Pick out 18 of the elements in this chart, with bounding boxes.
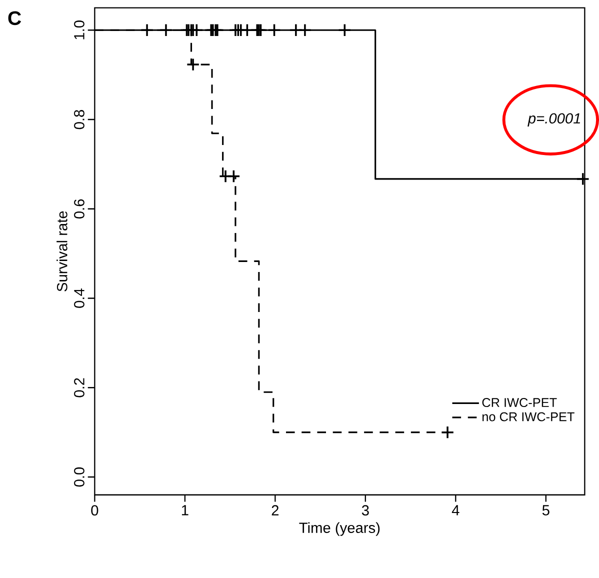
x-tick-label: 0	[91, 505, 98, 516]
x-tick-label: 5	[542, 505, 550, 516]
text: C	[8, 11, 22, 26]
x-tick-label: 2	[272, 505, 279, 516]
x-tick-label: 4	[452, 505, 460, 516]
legend-label: no CR IWC-PET	[482, 412, 574, 422]
x-tick-label: 3	[362, 505, 369, 516]
y-tick-label: 0.0	[74, 467, 84, 487]
y-tick-label: 0.8	[74, 110, 84, 130]
y-axis-title: Survival rate	[56, 211, 68, 292]
legend-label: CR IWC-PET	[482, 398, 557, 408]
y-tick-label: 0.6	[74, 199, 84, 219]
y-tick-label: 0.4	[74, 288, 84, 308]
x-tick-label: 1	[182, 505, 188, 516]
annotation: p=.0001	[528, 113, 580, 127]
y-tick-label: 1.0	[74, 20, 84, 40]
y-tick-label: 0.2	[74, 378, 84, 398]
x-axis-title: Time (years)	[299, 522, 380, 536]
